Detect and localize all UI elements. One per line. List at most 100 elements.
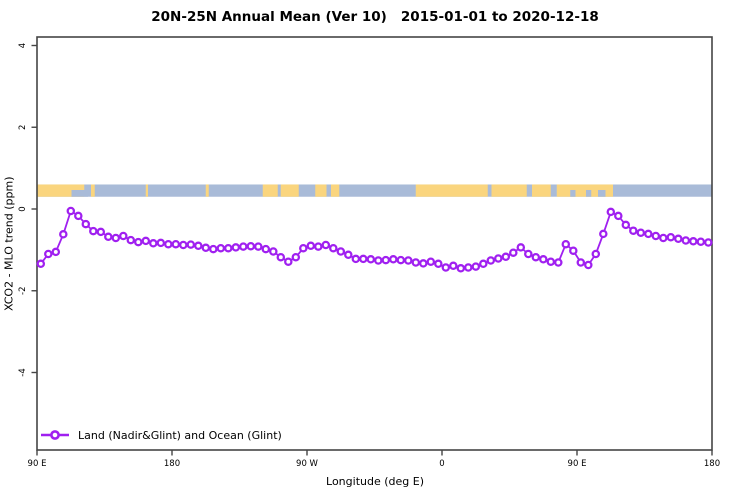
data-point	[531, 252, 541, 262]
data-point	[44, 249, 53, 259]
legend-label: Land (Nadir&Glint) and Ocean (Glint)	[78, 428, 282, 442]
data-point	[479, 259, 488, 269]
data-point	[614, 211, 623, 221]
data-point	[471, 262, 481, 271]
data-point	[81, 219, 91, 229]
data-point	[411, 258, 421, 267]
data-point	[141, 236, 151, 246]
land-segment	[491, 184, 527, 197]
y-tick-label: 2	[18, 125, 28, 130]
data-point	[104, 232, 113, 242]
data-point	[644, 229, 653, 239]
data-point	[359, 254, 368, 264]
coastline-notch	[71, 189, 88, 197]
data-point	[276, 252, 286, 262]
land-segment	[145, 184, 148, 197]
data-point	[134, 237, 143, 247]
data-point	[591, 249, 601, 259]
data-point	[449, 261, 458, 271]
land-segment	[331, 184, 340, 197]
data-point	[336, 247, 346, 256]
data-point	[216, 243, 226, 253]
data-point	[389, 255, 398, 264]
data-point	[209, 244, 218, 254]
data-point	[404, 256, 413, 265]
data-point	[441, 263, 451, 272]
data-point	[149, 239, 158, 248]
data-point	[554, 258, 563, 267]
data-point	[74, 211, 83, 221]
data-point	[194, 241, 203, 251]
data-point	[659, 233, 668, 243]
data-point	[606, 207, 616, 217]
data-point	[584, 260, 593, 270]
y-tick-label: 0	[18, 206, 28, 211]
coastline-notch	[570, 189, 576, 197]
data-point	[96, 227, 106, 237]
legend: Land (Nadir&Glint) and Ocean (Glint)	[40, 428, 282, 442]
data-point	[321, 240, 331, 250]
land-segment	[91, 184, 95, 197]
data-point	[186, 240, 196, 249]
data-point	[126, 235, 136, 245]
data-point	[51, 247, 61, 257]
data-point	[516, 243, 526, 252]
data-point	[329, 243, 338, 253]
data-point	[636, 228, 646, 237]
x-tick-label: 180	[164, 459, 180, 469]
chart-title: 20N-25N Annual Mean (Ver 10) 2015-01-01 …	[151, 9, 599, 25]
data-point	[299, 243, 308, 253]
x-tick-label: 90 E	[568, 459, 587, 469]
data-point	[599, 229, 608, 239]
data-point	[524, 249, 533, 259]
data-point	[396, 255, 406, 265]
data-point	[269, 247, 278, 256]
data-point	[501, 252, 511, 262]
data-point	[344, 250, 353, 260]
data-point	[381, 255, 391, 265]
data-point	[629, 226, 638, 235]
data-point	[666, 232, 676, 242]
data-point	[156, 238, 166, 248]
y-axis-label: XCO2 - MLO trend (ppm)	[2, 176, 16, 312]
data-point	[651, 231, 661, 241]
land-segment	[315, 184, 327, 197]
data-point	[464, 263, 473, 272]
data-point	[456, 264, 466, 273]
data-point	[89, 226, 98, 236]
data-point	[621, 220, 631, 230]
data-point	[509, 248, 518, 257]
data-point	[284, 257, 293, 266]
data-point	[539, 255, 548, 264]
data-point	[239, 242, 248, 251]
data-point	[374, 256, 383, 265]
y-tick-label: -2	[18, 287, 28, 295]
land-segment	[532, 184, 551, 197]
data-point	[66, 206, 76, 216]
x-tick-label: 0	[439, 459, 444, 469]
data-point	[561, 239, 571, 249]
data-point	[164, 239, 173, 249]
data-point	[419, 259, 428, 268]
data-point	[569, 246, 578, 255]
data-point	[291, 252, 301, 262]
land-segment	[262, 184, 278, 197]
y-tick-label: 4	[18, 43, 28, 48]
land-segment	[205, 184, 209, 197]
x-tick-label: 90 E	[28, 459, 47, 469]
data-point	[689, 237, 698, 246]
data-point	[261, 244, 271, 254]
data-point	[486, 256, 496, 265]
data-point	[36, 259, 46, 269]
data-point	[171, 239, 181, 249]
land-segment	[280, 184, 299, 197]
data-point	[314, 242, 323, 251]
data-point	[576, 258, 586, 267]
data-point	[306, 241, 316, 251]
land-segment	[415, 184, 488, 197]
coastline-notch	[598, 189, 606, 197]
legend-key-icon	[41, 430, 69, 440]
data-point	[696, 237, 706, 246]
